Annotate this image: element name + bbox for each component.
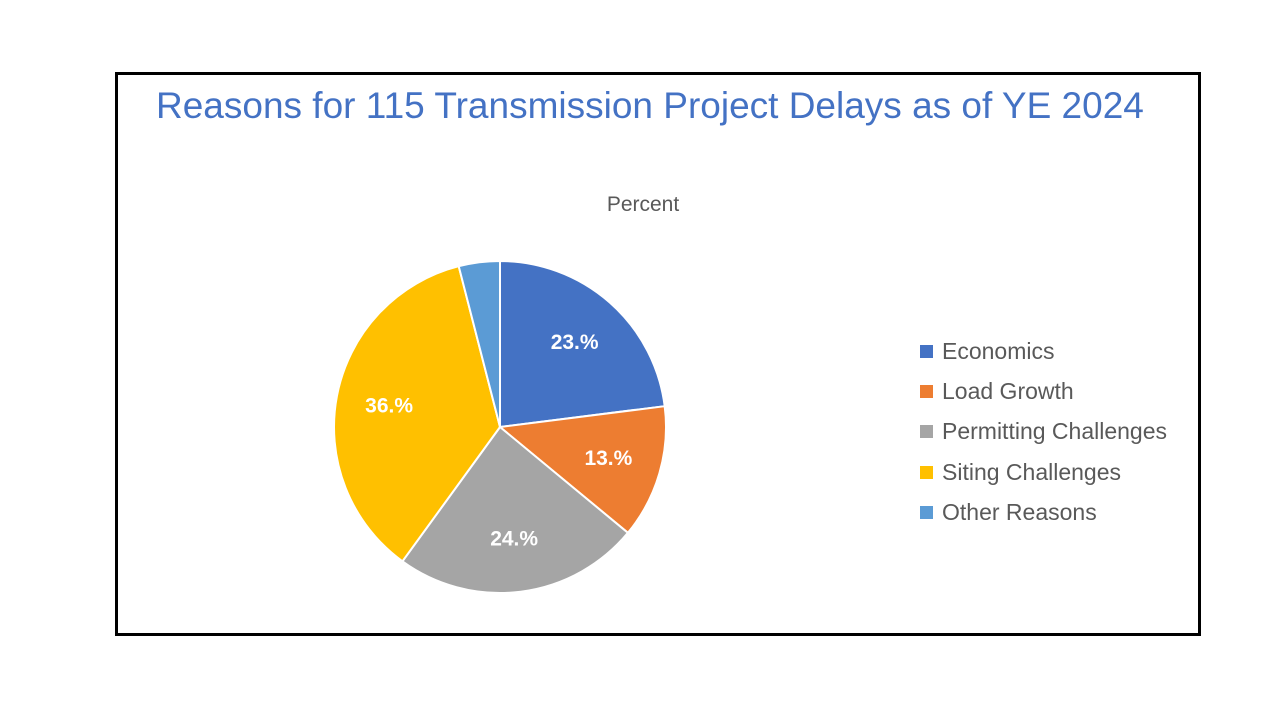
legend-label: Economics: [942, 337, 1055, 364]
data-label-load-growth: 13.%: [584, 447, 632, 470]
legend-item-permitting-challenges: Permitting Challenges: [920, 412, 1167, 452]
legend-label: Other Reasons: [942, 498, 1097, 525]
legend-swatch: [920, 344, 933, 358]
pie-slice-other-reasons: [457, 259, 501, 428]
data-label-siting-challenges: 36.%: [365, 394, 413, 417]
legend-item-economics: Economics: [920, 331, 1167, 371]
legend-swatch: [920, 425, 933, 439]
legend-swatch: [920, 505, 933, 519]
data-label-economics: 23.%: [551, 331, 599, 354]
data-label-permitting-challenges: 24.%: [490, 527, 538, 550]
legend-item-load-growth: Load Growth: [920, 371, 1167, 411]
legend-swatch: [920, 384, 933, 398]
chart-title: Percent: [606, 193, 680, 216]
pie-slice-siting-challenges: [333, 264, 502, 563]
pie-slice-load-growth: [497, 405, 667, 535]
slide-frame: Reasons for 115 Transmission Project Del…: [115, 72, 1201, 636]
pie-chart: 23.% 13.% 24.% 36.%: [333, 259, 667, 594]
legend-item-other-reasons: Other Reasons: [920, 492, 1167, 532]
legend-swatch: [920, 465, 933, 479]
slide-title: Reasons for 115 Transmission Project Del…: [156, 85, 1144, 126]
legend-label: Permitting Challenges: [942, 418, 1168, 445]
pie-slice-economics: [499, 259, 666, 429]
legend-item-siting-challenges: Siting Challenges: [920, 452, 1167, 492]
legend-label: Siting Challenges: [942, 458, 1122, 485]
chart-legend: Economics Load Growth Permitting Challenge…: [920, 331, 1167, 532]
legend-label: Load Growth: [942, 377, 1074, 404]
pie-slice-permitting-challenges: [401, 425, 630, 594]
